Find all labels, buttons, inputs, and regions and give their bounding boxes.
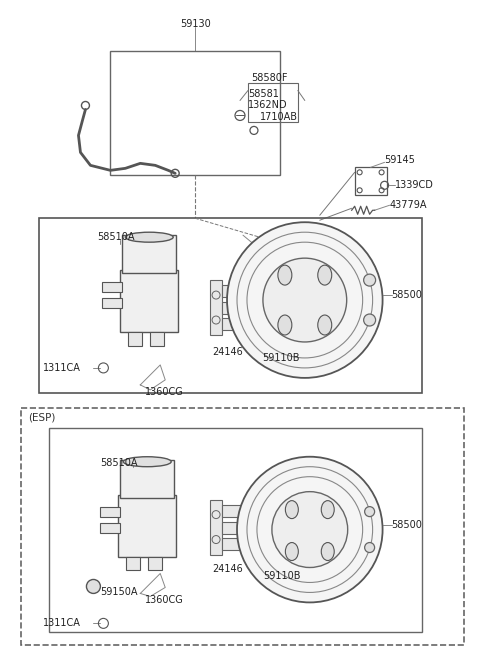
Bar (102, 282, 122, 292)
Bar (128, 332, 142, 346)
Bar (150, 332, 164, 346)
Bar (222, 318, 250, 330)
Text: 58581: 58581 (248, 89, 279, 98)
Text: 59150A: 59150A (100, 588, 138, 598)
Bar (248, 83, 298, 123)
Bar (120, 270, 178, 332)
Circle shape (364, 314, 376, 326)
Text: 58510A: 58510A (97, 232, 135, 242)
Bar (102, 298, 122, 308)
Bar (222, 302, 250, 314)
Bar (210, 500, 222, 554)
Text: 1362ND: 1362ND (248, 100, 288, 110)
Text: 58500: 58500 (392, 290, 422, 300)
Bar (222, 285, 250, 297)
Circle shape (364, 274, 376, 286)
Bar (255, 240, 283, 270)
Text: 1339CD: 1339CD (395, 180, 433, 190)
Bar (119, 495, 176, 556)
Ellipse shape (125, 232, 173, 242)
Circle shape (263, 258, 347, 342)
Text: 59145: 59145 (384, 155, 416, 165)
Bar (38, 218, 422, 393)
Bar (126, 556, 140, 571)
Bar (110, 51, 280, 175)
Bar (100, 506, 120, 516)
Bar (222, 522, 250, 533)
Circle shape (272, 491, 348, 567)
Ellipse shape (286, 543, 299, 560)
Ellipse shape (278, 265, 292, 285)
Text: 1360CG: 1360CG (145, 596, 184, 605)
Text: 59130: 59130 (180, 18, 211, 29)
Text: (ESP): (ESP) (29, 413, 56, 423)
Circle shape (227, 222, 383, 378)
Text: 1360CG: 1360CG (145, 387, 184, 397)
Bar (48, 428, 422, 632)
Bar (355, 167, 386, 195)
Ellipse shape (286, 501, 299, 519)
Text: 58580F: 58580F (252, 73, 288, 83)
Bar (100, 523, 120, 533)
Bar (222, 504, 250, 516)
Text: 59110B: 59110B (262, 353, 300, 363)
Circle shape (365, 506, 374, 516)
Bar (120, 460, 174, 498)
Ellipse shape (318, 265, 332, 285)
Ellipse shape (318, 315, 332, 335)
Circle shape (237, 457, 383, 602)
Circle shape (86, 579, 100, 594)
Ellipse shape (123, 457, 171, 466)
Text: 24146: 24146 (212, 565, 243, 575)
Text: 1311CA: 1311CA (43, 363, 81, 373)
Bar (148, 556, 162, 571)
Bar (222, 537, 250, 550)
Ellipse shape (321, 543, 334, 560)
Text: 43779A: 43779A (390, 200, 427, 211)
Text: 58510A: 58510A (100, 458, 138, 468)
Text: 1311CA: 1311CA (43, 619, 81, 628)
Bar (122, 236, 176, 273)
Circle shape (365, 543, 374, 552)
Text: 1710AB: 1710AB (260, 112, 298, 123)
Text: 58500: 58500 (392, 520, 422, 529)
Bar (21, 408, 464, 646)
Text: 24146: 24146 (212, 347, 243, 357)
Ellipse shape (321, 501, 334, 519)
Bar (210, 280, 222, 335)
Text: 59110B: 59110B (263, 571, 300, 581)
Ellipse shape (278, 315, 292, 335)
